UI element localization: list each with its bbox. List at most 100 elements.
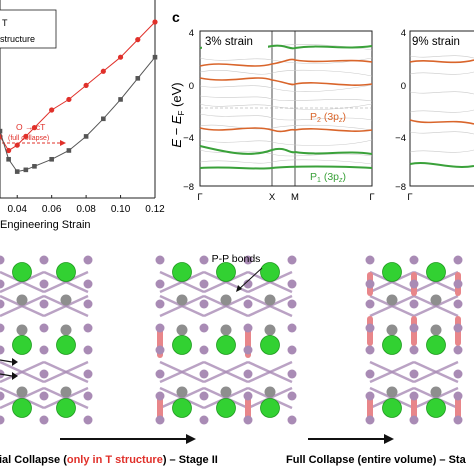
- p-atom: [453, 415, 463, 425]
- p-atom: [0, 255, 5, 265]
- gray-band: [199, 124, 373, 131]
- green-atom: [172, 398, 192, 418]
- data-point: [14, 142, 20, 148]
- p-atom: [0, 415, 5, 425]
- gray-bands-right: [409, 55, 474, 153]
- p-atom: [83, 369, 93, 379]
- crystal-structures: P-P bonds: [0, 253, 463, 425]
- ylabel-sub: F: [177, 110, 186, 115]
- green-atom: [216, 398, 236, 418]
- x-tick-label: 0.08: [76, 204, 96, 215]
- annotation-arrow-head: [60, 140, 66, 146]
- gray-atom: [176, 294, 188, 306]
- ylabel-main: E − E: [169, 115, 184, 147]
- p-atom: [0, 299, 5, 309]
- data-point: [0, 128, 3, 134]
- p-atom: [243, 279, 253, 289]
- left-marker-arrow-2: [0, 373, 13, 377]
- p-atom: [155, 415, 165, 425]
- green-atom: [260, 398, 280, 418]
- lattice-bond: [0, 386, 45, 410]
- gray-atom: [176, 386, 188, 398]
- p2-label-sub: 2: [317, 117, 321, 124]
- right-ytick-4: 4: [401, 28, 406, 39]
- green-atom: [260, 335, 280, 355]
- crystal-structure-stage3: [365, 255, 463, 425]
- data-point: [66, 148, 72, 153]
- gray-band: [199, 139, 373, 146]
- p-atom: [83, 345, 93, 355]
- gray-band: [199, 69, 373, 77]
- data-point: [152, 19, 158, 25]
- p2-band: [199, 127, 373, 133]
- crystal-structure-stage1: [0, 255, 93, 425]
- p-atom: [409, 323, 419, 333]
- data-point: [152, 54, 158, 60]
- p-atom: [155, 279, 165, 289]
- gray-band: [409, 149, 474, 153]
- p-atom: [83, 299, 93, 309]
- green-atom: [382, 335, 402, 355]
- pp-bond: [157, 396, 163, 422]
- p-atom: [287, 299, 297, 309]
- lattice-bond: [247, 294, 293, 318]
- gray-band: [409, 109, 474, 113]
- p2-band-right: [409, 119, 474, 125]
- data-point: [83, 82, 89, 88]
- p-atom: [365, 255, 375, 265]
- green-atom: [172, 335, 192, 355]
- gray-band: [199, 103, 373, 110]
- p-atom: [155, 345, 165, 355]
- chart-annotation: O → cT: [16, 122, 45, 132]
- gray-band: [409, 55, 474, 59]
- data-point: [14, 169, 20, 174]
- stage2-caption-highlight: only in T structure: [67, 454, 163, 466]
- p1-band: [199, 165, 373, 170]
- green-atom: [216, 262, 236, 282]
- chart-legend-box: [0, 9, 57, 49]
- p2-band: [199, 58, 373, 67]
- p-atom: [199, 391, 209, 401]
- data-point: [66, 96, 72, 103]
- gray-atom: [220, 386, 232, 398]
- p-atom: [365, 369, 375, 379]
- p-atom: [155, 323, 165, 333]
- lattice-bond: [43, 270, 89, 294]
- chart-annotation-sub: (full collapse): [8, 135, 49, 142]
- p2-bands-left: [199, 58, 373, 133]
- lattice-bond: [369, 294, 415, 318]
- lattice-bond: [159, 386, 205, 410]
- gray-atom: [16, 294, 28, 306]
- gray-band: [199, 159, 373, 165]
- p-atom: [409, 279, 419, 289]
- p-atom: [199, 415, 209, 425]
- p2-label: P2 (3pz): [310, 111, 346, 124]
- p-atom: [287, 345, 297, 355]
- gray-atom: [386, 386, 398, 398]
- lattice-bond: [247, 270, 293, 294]
- lattice-bond: [369, 360, 415, 384]
- right-xtick-gamma: Γ: [407, 192, 412, 203]
- lattice-bond: [413, 386, 459, 410]
- p-atom: [243, 369, 253, 379]
- right-strain-title: 9% strain: [412, 36, 460, 48]
- left-title-bg: [202, 33, 268, 49]
- p-atom: [155, 255, 165, 265]
- chart-series-layer: [0, 19, 158, 174]
- series-line-1: [0, 56, 156, 173]
- gray-atom: [60, 294, 72, 306]
- lattice-bond: [413, 270, 459, 294]
- data-point: [135, 37, 141, 43]
- p-atom: [453, 279, 463, 289]
- p-atom: [243, 415, 253, 425]
- p-atom: [83, 279, 93, 289]
- lattice-bond: [203, 294, 249, 318]
- p-atom: [243, 255, 253, 265]
- x-tick-label: 0.06: [42, 204, 62, 215]
- p-atom: [453, 345, 463, 355]
- p-atom: [409, 415, 419, 425]
- data-point: [49, 107, 55, 113]
- data-point: [135, 76, 141, 81]
- p-atom: [409, 369, 419, 379]
- panel-c-band-structure: c E − EF (eV): [169, 9, 474, 203]
